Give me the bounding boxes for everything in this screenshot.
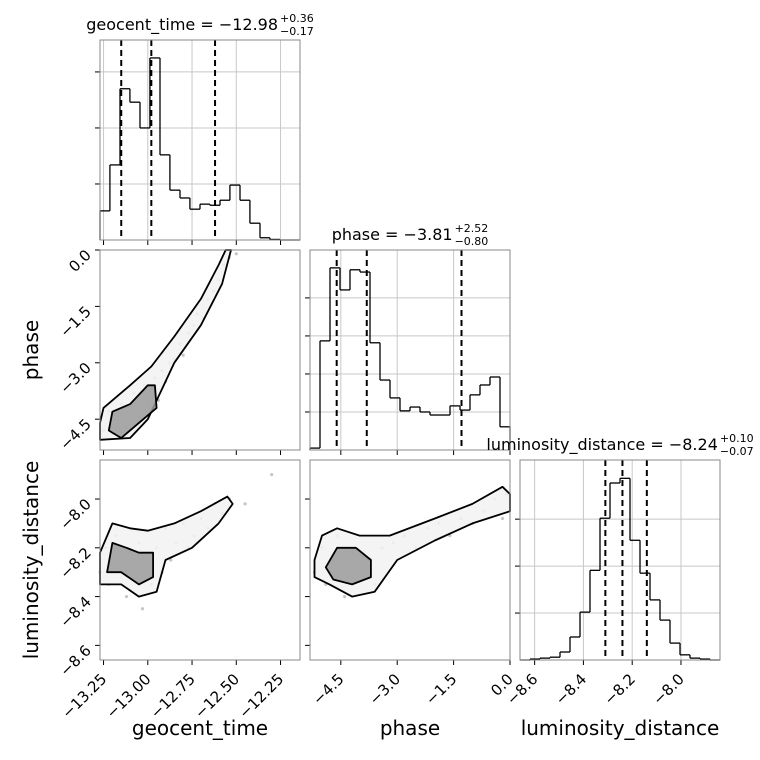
sample-point xyxy=(124,594,129,599)
x-tick-label: −12.50 xyxy=(191,670,243,722)
x-tick-label: −12.75 xyxy=(147,670,199,722)
panel-frame xyxy=(99,459,301,661)
panel-frame xyxy=(309,459,511,661)
panel-title: geocent_time = −12.98 xyxy=(86,15,278,35)
y-tick-label: −8.2 xyxy=(56,544,94,582)
y-tick-label: −3.0 xyxy=(56,359,94,397)
panel-title: luminosity_distance = −8.24 xyxy=(486,435,717,455)
title-upper-error: +0.36 xyxy=(280,12,314,25)
x-tick-label: −3.0 xyxy=(366,670,404,708)
x-axis-label: geocent_time xyxy=(132,716,268,740)
y-tick-label: −4.5 xyxy=(56,415,94,453)
sample-point xyxy=(270,473,274,477)
x-axis-label: luminosity_distance xyxy=(521,716,720,740)
contour xyxy=(324,546,372,586)
x-tick-label: −8.2 xyxy=(601,670,639,708)
x-axis-label: phase xyxy=(380,716,440,740)
y-tick-label: −1.5 xyxy=(56,302,94,340)
x-tick-label: −4.5 xyxy=(309,670,347,708)
y-axis-label: phase xyxy=(19,320,43,380)
title-upper-error: +0.10 xyxy=(720,432,754,445)
sample-point xyxy=(140,607,145,611)
x-tick-label: −12.25 xyxy=(235,670,287,722)
panel-frame xyxy=(309,249,511,451)
panel-frame xyxy=(99,249,301,451)
title-lower-error: −0.07 xyxy=(720,445,754,458)
y-tick-label: −8.0 xyxy=(56,495,94,533)
sample-point xyxy=(500,516,505,521)
y-tick-label: −8.4 xyxy=(56,593,94,631)
title-lower-error: −0.80 xyxy=(455,235,489,248)
y-axis-label: luminosity_distance xyxy=(19,461,43,660)
panel-frame xyxy=(99,39,301,241)
sample-point xyxy=(181,353,185,357)
contour xyxy=(106,542,154,586)
y-tick-label: 0.0 xyxy=(65,246,95,276)
title-upper-error: +2.52 xyxy=(455,222,489,235)
sample-point xyxy=(243,502,247,506)
panel-title: phase = −3.81 xyxy=(332,225,453,244)
contour xyxy=(107,384,158,439)
panel-frame xyxy=(519,459,721,661)
sample-point xyxy=(169,558,173,562)
sample-point xyxy=(234,252,238,256)
x-tick-label: −1.5 xyxy=(422,670,460,708)
x-tick-label: −8.4 xyxy=(552,670,590,708)
sample-point xyxy=(342,594,347,599)
x-tick-label: −13.00 xyxy=(103,670,155,722)
x-tick-label: −8.0 xyxy=(649,670,687,708)
title-lower-error: −0.17 xyxy=(280,25,314,38)
y-tick-label: −8.6 xyxy=(56,641,94,679)
